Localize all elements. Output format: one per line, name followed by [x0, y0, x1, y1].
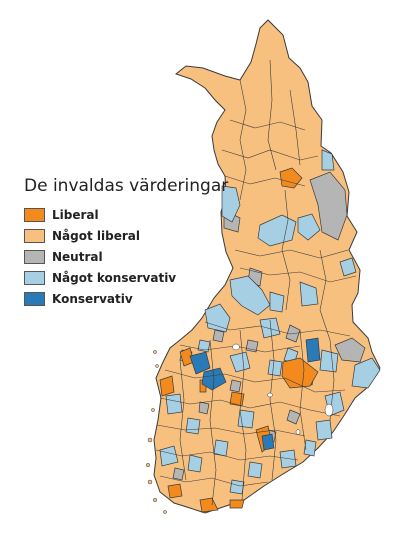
neutral-regions: [172, 171, 366, 481]
legend-label-neutral: Neutral: [52, 249, 103, 264]
legend-swatch-somewhat-liberal: [24, 228, 45, 243]
legend-item-neutral: Neutral: [24, 246, 228, 267]
legend-swatch-liberal: [24, 207, 45, 222]
municipal-boundaries: [155, 59, 357, 506]
liberal-regions: [159, 167, 319, 513]
legend-item-somewhat-liberal: Något liberal: [24, 225, 228, 246]
legend-label-somewhat-liberal: Något liberal: [52, 228, 140, 243]
legend-item-liberal: Liberal: [24, 204, 228, 225]
legend: De invaldas värderingar Liberal Något li…: [24, 176, 228, 309]
lakes: [232, 343, 334, 435]
legend-label-liberal: Liberal: [52, 207, 99, 222]
legend-item-somewhat-conservative: Något konservativ: [24, 267, 228, 288]
legend-label-somewhat-conservative: Något konservativ: [52, 270, 177, 285]
legend-swatch-somewhat-conservative: [24, 270, 45, 285]
legend-swatch-conservative: [24, 291, 45, 306]
legend-title: De invaldas värderingar: [24, 176, 229, 196]
legend-item-conservative: Konservativ: [24, 288, 228, 309]
legend-swatch-neutral: [24, 249, 45, 264]
coastal-islands: [145, 350, 167, 514]
legend-label-conservative: Konservativ: [52, 291, 133, 306]
finland-outline: [153, 19, 381, 514]
